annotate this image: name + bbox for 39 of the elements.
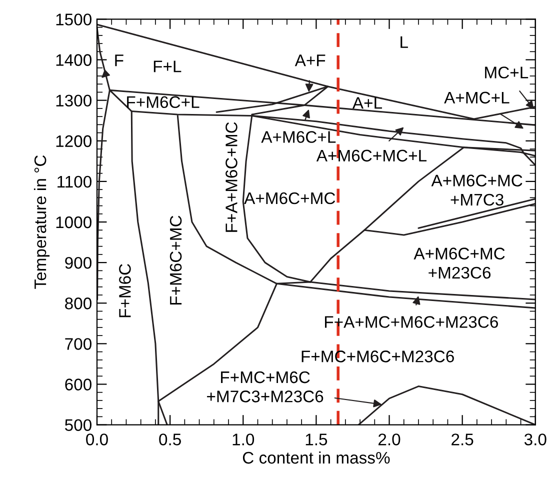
annotation: F+MC+M6C +M7C3+M23C6 (207, 371, 324, 402)
annotation: A+M6C+MC (244, 192, 336, 204)
x-tick-label: 2.0 (378, 434, 400, 446)
y-axis-title: Temperature in °C (34, 155, 50, 289)
y-tick-label: 1100 (58, 176, 92, 188)
y-tick-label: 1400 (56, 54, 92, 66)
annotation: F+MC+M6C+M23C6 (302, 350, 454, 362)
x-tick-label: 0.5 (159, 434, 181, 446)
annotation: A+M6C+MC+L (316, 150, 427, 162)
annotation: A+M6C+MC +M7C3 (431, 174, 522, 206)
annotation: A+L (352, 97, 382, 109)
x-tick-label: 2.5 (452, 434, 474, 446)
y-tick-label: 1500 (56, 14, 92, 26)
annotation: F+M6C (119, 264, 131, 318)
x-tick-label: 0.0 (86, 434, 108, 446)
annotation: F+M6C+MC (170, 216, 182, 305)
annotation: F+L (154, 60, 182, 72)
y-tick-label: 1300 (56, 94, 92, 107)
y-tick-label: 1000 (56, 216, 92, 228)
annotation: F (115, 54, 124, 66)
annotation: F+A+MC+M6C+M23C6 (325, 316, 498, 328)
x-tick-label: 3.0 (524, 434, 546, 446)
y-tick-label: 600 (65, 378, 92, 390)
annotation: A+M6C+L (261, 131, 336, 143)
annotation: F+M6C+L (127, 96, 200, 108)
x-tick-label: 1.5 (306, 434, 328, 446)
x-axis-title: C content in mass% (242, 451, 390, 464)
annotation: F+A+M6C+MC (226, 122, 238, 232)
annotation: A+MC+L (444, 92, 510, 104)
annotation: A+F (294, 54, 326, 66)
y-tick-label: 700 (65, 338, 92, 350)
y-tick-label: 500 (64, 419, 92, 432)
y-tick-label: 900 (65, 256, 92, 269)
x-tick-label: 1.0 (232, 434, 254, 446)
annotation: L (400, 36, 408, 48)
annotation: MC+L (485, 66, 528, 78)
y-tick-label: 800 (65, 298, 92, 310)
y-tick-label: 1200 (56, 135, 92, 148)
annotation: A+M6C+MC +M23C6 (414, 248, 505, 279)
